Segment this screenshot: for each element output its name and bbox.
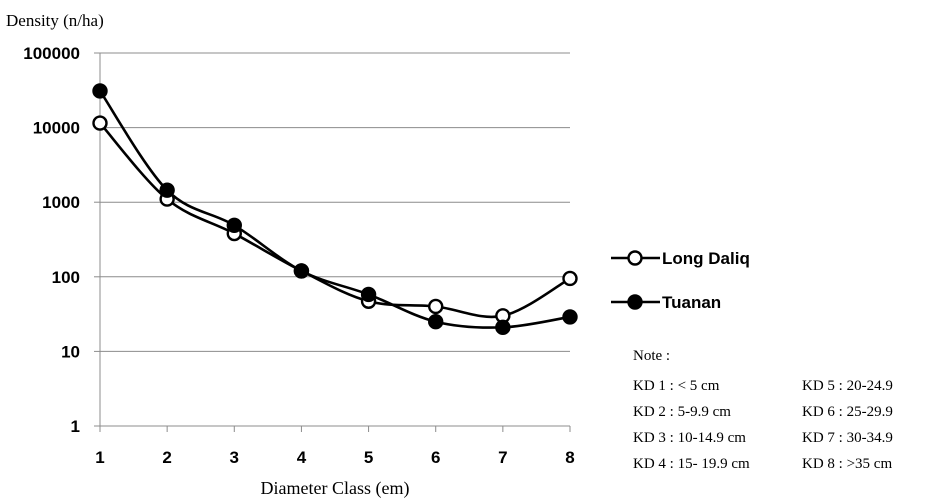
note-kd3: KD 3 : 10-14.9 cm	[633, 430, 746, 446]
data-point	[92, 83, 108, 99]
y-tick-label: 1000	[42, 193, 80, 212]
y-tick-label: 100000	[23, 44, 80, 63]
data-point	[495, 319, 511, 336]
data-point	[562, 309, 578, 325]
note-kd6: KD 6 : 25-29.9	[802, 404, 893, 420]
note-kd2: KD 2 : 5-9.9 cm	[633, 404, 731, 420]
series-line	[98, 90, 571, 329]
legend-item: Tuanan	[611, 293, 721, 312]
note-kd8: KD 8 : >35 cm	[802, 456, 892, 472]
data-point	[428, 298, 444, 315]
y-tick-label: 100	[52, 268, 80, 287]
data-point	[562, 270, 578, 287]
note-title: Note :	[633, 348, 670, 364]
x-tick-label: 2	[162, 448, 171, 467]
x-tick-label: 1	[95, 448, 104, 467]
legend: Long Daliq Tuanan	[611, 249, 750, 312]
x-tick-label: 7	[498, 448, 507, 467]
note-kd7: KD 7 : 30-34.9	[802, 430, 893, 446]
x-tick-label: 5	[364, 448, 373, 467]
x-axis-label: Diameter Class (em)	[261, 478, 410, 499]
legend-label: Long Daliq	[662, 249, 750, 268]
data-point	[360, 286, 377, 303]
y-axis-label: Density (n/ha)	[6, 11, 104, 30]
series-line	[99, 122, 571, 319]
series-layer	[92, 83, 578, 336]
x-tick-label: 3	[230, 448, 239, 467]
x-tick-label: 4	[297, 448, 307, 467]
data-point	[428, 314, 444, 330]
legend-marker	[627, 250, 643, 266]
tick-labels: 1 10 100 1000 10000 100000 1 2 3 4 5 6 7 8	[23, 44, 574, 467]
data-point	[293, 263, 310, 279]
note-kd1: KD 1 : < 5 cm	[633, 378, 720, 394]
data-point	[226, 217, 242, 234]
y-tick-label: 10	[61, 342, 80, 361]
grid-lines	[100, 52, 570, 352]
legend-marker	[627, 294, 643, 310]
note-box: Note : KD 1 : < 5 cm KD 5 : 20-24.9 KD 2…	[633, 348, 893, 472]
series-long-daliq	[92, 115, 578, 324]
series-tuanan	[92, 83, 578, 336]
x-tick-label: 6	[431, 448, 440, 467]
legend-label: Tuanan	[662, 293, 721, 312]
x-tick-label: 8	[565, 448, 574, 467]
data-point	[92, 115, 108, 131]
data-point	[159, 182, 175, 198]
y-tick-label: 1	[71, 417, 80, 436]
y-tick-label: 10000	[33, 119, 80, 138]
legend-item: Long Daliq	[611, 249, 750, 268]
note-kd5: KD 5 : 20-24.9	[802, 378, 893, 394]
axes	[94, 52, 571, 432]
note-kd4: KD 4 : 15- 19.9 cm	[633, 456, 750, 472]
